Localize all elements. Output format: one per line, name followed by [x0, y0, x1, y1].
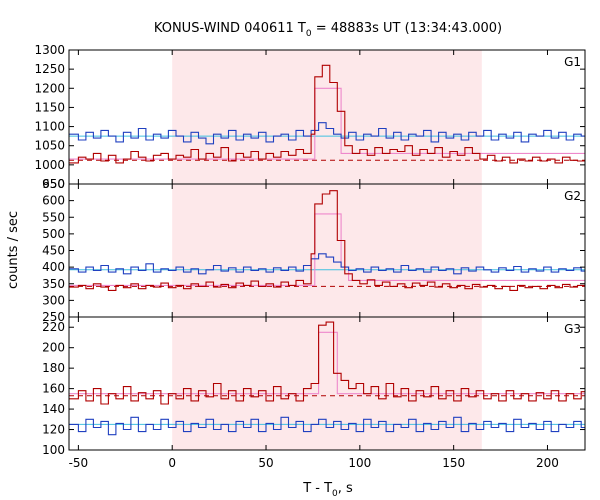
pink-model-series — [69, 331, 585, 395]
y-tick-label: 140 — [42, 402, 65, 416]
shaded-interval — [172, 184, 482, 317]
chart-panels: 9501000105011001150120012501300G12503003… — [34, 43, 586, 470]
y-tick-label: 1300 — [34, 43, 65, 57]
y-tick-label: 300 — [42, 293, 65, 307]
y-tick-label: 550 — [42, 210, 65, 224]
y-tick-label: 100 — [42, 443, 65, 457]
y-tick-label: 450 — [42, 244, 65, 258]
x-axis-label: T - T0, s — [302, 481, 353, 499]
panel-frame — [68, 316, 586, 451]
panel-label: G3 — [564, 322, 581, 336]
y-tick-label: 400 — [42, 260, 65, 274]
x-axis-label-rest: , s — [338, 481, 353, 496]
x-tick-label: 200 — [536, 456, 559, 470]
y-tick-label: 160 — [42, 382, 65, 396]
shaded-interval — [172, 50, 482, 184]
x-tick-label: 150 — [442, 456, 465, 470]
red-series — [69, 190, 585, 291]
y-tick-label: 950 — [42, 177, 65, 191]
blue-series — [69, 416, 585, 436]
panel-label: G2 — [564, 189, 581, 203]
panel-g2: 250 300 350 400 450 500 550 600 650 G2 — [42, 177, 586, 324]
chart-title-main: KONUS-WIND 040611 T — [154, 21, 306, 36]
chart-title-subscript: 0 — [306, 29, 312, 39]
x-tick-label: -50 — [69, 456, 89, 470]
x-tick-label: 50 — [258, 456, 273, 470]
x-axis-label-main: T - T — [302, 481, 332, 496]
y-tick-label: 500 — [42, 227, 65, 241]
x-tick-label: 0 — [168, 456, 176, 470]
panel-label: G1 — [564, 55, 581, 69]
y-tick-label: 1100 — [34, 120, 65, 134]
red-series — [69, 321, 585, 405]
x-axis-label-subscript: 0 — [332, 489, 338, 499]
y-tick-label: 1250 — [34, 62, 65, 76]
y-tick-label: 650 — [42, 177, 65, 191]
y-tick-label: 350 — [42, 277, 65, 291]
y-tick-label: 250 — [42, 310, 65, 324]
y-tick-label: 120 — [42, 423, 65, 437]
y-tick-label: 1200 — [34, 81, 65, 95]
x-tick-label: 100 — [348, 456, 371, 470]
y-tick-label: 200 — [42, 341, 65, 355]
panel-g3: 100 120 140 160 180 200 220 G3 — [42, 316, 586, 457]
blue-series — [69, 253, 585, 275]
y-tick-label: 1050 — [34, 139, 65, 153]
chart-title: KONUS-WIND 040611 T0 = 48883s UT (13:34:… — [154, 21, 502, 39]
y-axis-label: counts / sec — [6, 211, 21, 289]
y-tick-label: 600 — [42, 194, 65, 208]
red-series — [69, 64, 585, 164]
chart-title-rest: = 48883s UT (13:34:43.000) — [312, 21, 502, 36]
y-tick-label: 1000 — [34, 158, 65, 172]
blue-series — [69, 122, 585, 145]
panel-g1: 950 1000 1050 1100 1150 1200 1250 1300 G1 — [34, 43, 586, 191]
y-tick-label: 180 — [42, 361, 65, 375]
y-tick-label: 220 — [42, 320, 65, 334]
pink-model-series — [69, 87, 585, 160]
y-tick-label: 1150 — [34, 100, 65, 114]
